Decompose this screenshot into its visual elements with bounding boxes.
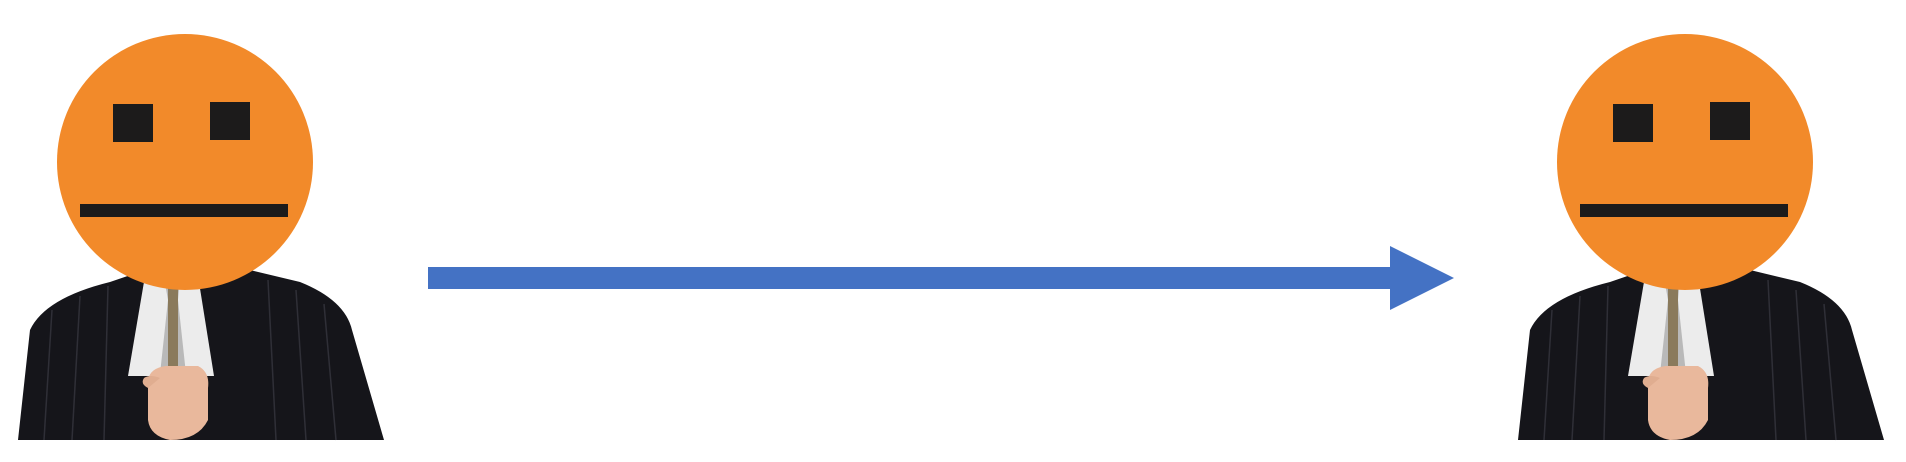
mouth-line [80,204,288,217]
suit-body [1518,265,1884,441]
right-arrow-icon [428,246,1454,310]
right-figure [1500,0,1900,462]
person-with-face-mask-icon [1518,34,1884,441]
left-eye [113,104,153,142]
hand [148,366,209,440]
right-eye [210,102,250,140]
pinstripes [1543,279,1837,441]
neutral-face-mask [57,34,313,290]
left-figure [0,0,400,462]
arrow-head [1390,246,1454,310]
pinstripes [43,279,337,441]
person-with-face-mask-icon [18,34,384,441]
stick [1668,265,1678,375]
stick [168,265,178,375]
face-disc [57,34,313,290]
mouth-line [1580,204,1788,217]
hand [1648,366,1709,440]
neutral-face-mask [1557,34,1813,290]
suit-body [18,265,384,441]
transformation-arrow [420,240,1460,320]
left-eye [1613,104,1653,142]
face-disc [1557,34,1813,290]
right-eye [1710,102,1750,140]
arrow-shaft [428,267,1404,289]
